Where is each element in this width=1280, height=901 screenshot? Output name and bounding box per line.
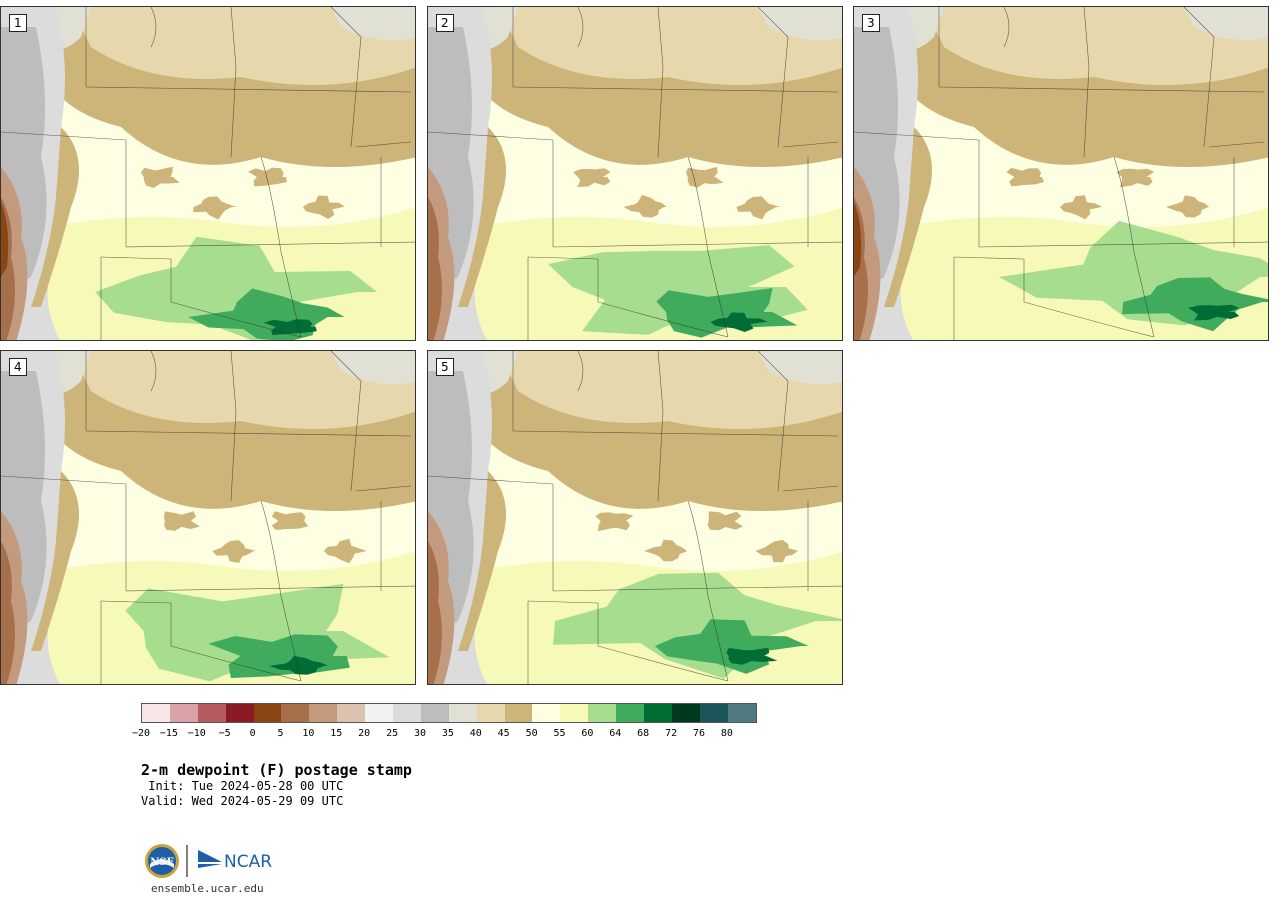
colorbar-cell [476, 704, 505, 722]
ncar-logo-text: NCAR [224, 852, 272, 872]
colorbar-cell [197, 704, 226, 722]
colorbar-cell [169, 704, 198, 722]
colorbar-tick-label: 80 [720, 728, 733, 739]
nsf-logo-text: NSF [150, 857, 173, 868]
map-panel: 3 [853, 6, 1269, 341]
init-time: Init: Tue 2024-05-28 00 UTC [141, 779, 344, 793]
colorbar-tick-label: 50 [525, 728, 538, 739]
dewpoint-map [1, 351, 415, 684]
colorbar-tick-label: 35 [441, 728, 454, 739]
colorbar-cell [309, 704, 338, 722]
colorbar-cell [142, 704, 170, 722]
colorbar-cell [337, 704, 366, 722]
colorbar-cell [560, 704, 589, 722]
dewpoint-map [1, 7, 415, 340]
colorbar-tick-label: 45 [497, 728, 510, 739]
colorbar-cell [644, 704, 672, 722]
colorbar-cell [281, 704, 310, 722]
colorbar-cell [393, 704, 421, 722]
colorbar-cell [420, 704, 449, 722]
valid-time: Valid: Wed 2024-05-29 09 UTC [141, 794, 344, 808]
colorbar-tick-label: 5 [277, 728, 284, 739]
colorbar-tick-label: 76 [692, 728, 706, 739]
colorbar-tick-label: −10 [187, 728, 206, 739]
dewpoint-map [428, 7, 842, 340]
colorbar-cell [616, 704, 645, 722]
colorbar-tick-label: 25 [386, 728, 399, 739]
colorbar-cell [448, 704, 477, 722]
nsf-logo: NSF [145, 844, 179, 878]
colorbar-cell [671, 704, 700, 722]
map-panel: 2 [427, 6, 843, 341]
colorbar-cell [365, 704, 394, 722]
colorbar-tick-label: 72 [665, 728, 678, 739]
panel-member-label: 2 [436, 14, 454, 32]
colorbar-tick-label: 55 [553, 728, 566, 739]
dewpoint-map [854, 7, 1268, 340]
panel-member-label: 3 [862, 14, 880, 32]
colorbar-tick-label: 30 [413, 728, 427, 739]
colorbar-tick-label: 0 [249, 728, 256, 739]
chart-title: 2-m dewpoint (F) postage stamp [141, 761, 412, 779]
logos: NSF NCAR [144, 842, 274, 880]
colorbar-cell [699, 704, 728, 722]
colorbar-cell [225, 704, 254, 722]
colorbar-tick-label: −20 [131, 728, 151, 739]
colorbar-tick-label: 68 [637, 728, 650, 739]
colorbar-ticks: −20 −15 −10 −5 0 5 10 15 20 25 30 35 40 45 50 55 60 64 68 7… [132, 728, 755, 742]
colorbar-tick-label: −15 [159, 728, 178, 739]
colorbar-tick-label: 40 [469, 728, 482, 739]
colorbar-tick-label: −5 [218, 728, 231, 739]
colorbar [141, 703, 757, 723]
colorbar-tick-label: 60 [581, 728, 594, 739]
map-panel: 1 [0, 6, 416, 341]
colorbar-cell [504, 704, 533, 722]
colorbar-tick-label: 20 [358, 728, 371, 739]
panel-member-label: 1 [9, 14, 27, 32]
map-panel: 4 [0, 350, 416, 685]
colorbar-tick-label: 10 [302, 728, 315, 739]
panel-member-label: 4 [9, 358, 27, 376]
colorbar-cell [532, 704, 561, 722]
colorbar-tick-label: 15 [330, 728, 343, 739]
ncar-logo: NCAR [198, 850, 272, 872]
dewpoint-map [428, 351, 842, 684]
map-panel: 5 [427, 350, 843, 685]
panel-member-label: 5 [436, 358, 454, 376]
colorbar-tick-label: 64 [609, 728, 622, 739]
colorbar-cell [727, 704, 756, 722]
colorbar-cell [253, 704, 282, 722]
colorbar-cell [588, 704, 617, 722]
site-url: ensemble.ucar.edu [151, 882, 264, 895]
